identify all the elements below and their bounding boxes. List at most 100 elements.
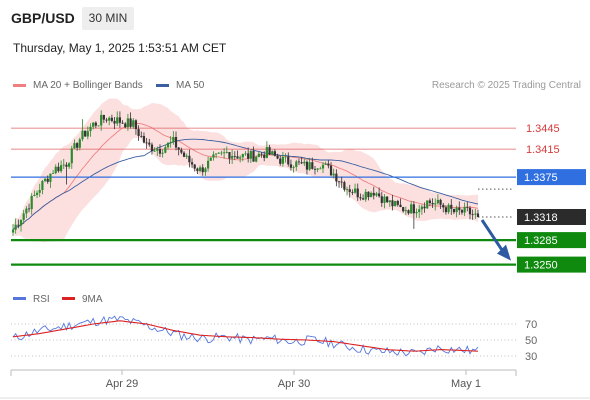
candle-body xyxy=(188,155,191,163)
bollinger-band-area xyxy=(13,98,478,243)
candle-body xyxy=(94,122,97,126)
candle-body xyxy=(73,143,76,149)
price-levels: 1.3445 1.3415 1.3375 1.3318 1.3285 1.3250 xyxy=(11,123,586,273)
candle-body xyxy=(180,149,183,153)
candle-body xyxy=(388,200,391,203)
candle-body xyxy=(442,204,445,208)
candle-body xyxy=(239,157,242,159)
symbol-title: GBP/USD xyxy=(11,10,75,26)
legend-ma20-label: MA 20 + Bollinger Bands xyxy=(33,80,143,91)
candle-body xyxy=(292,166,295,168)
candle-body xyxy=(434,203,437,205)
candle-body xyxy=(289,164,293,168)
bollinger-bands xyxy=(13,98,478,243)
candle-body xyxy=(102,114,105,120)
candle-body xyxy=(201,167,204,173)
candle-body xyxy=(57,166,60,172)
rsi-tick-50: 50 xyxy=(525,335,537,347)
candle-body xyxy=(367,191,370,198)
candle-body xyxy=(43,178,47,181)
candle-body xyxy=(150,144,154,152)
candle-body xyxy=(158,148,162,154)
candle-body xyxy=(196,168,199,171)
candle-body xyxy=(428,200,431,203)
candle-body xyxy=(321,164,325,169)
candle-body xyxy=(19,219,23,226)
timeframe-badge[interactable]: 30 MIN xyxy=(82,7,134,30)
candle-body xyxy=(164,147,167,153)
candle-body xyxy=(423,206,426,209)
candle-body xyxy=(27,208,31,210)
candle-body xyxy=(231,155,234,159)
candle-body xyxy=(340,181,343,183)
candle-body xyxy=(378,193,381,197)
candle-body xyxy=(420,206,423,210)
candle-body xyxy=(38,190,41,193)
candle-body xyxy=(444,207,448,213)
candle-body xyxy=(412,204,415,214)
candle-body xyxy=(273,151,276,156)
candle-body xyxy=(375,193,378,196)
candle-body xyxy=(466,206,469,208)
candle-body xyxy=(30,195,33,210)
candle-body xyxy=(65,164,68,167)
candle-body xyxy=(35,192,39,195)
candle-body xyxy=(33,194,36,196)
candle-body xyxy=(447,204,450,213)
candle-body xyxy=(324,163,327,165)
candle-body xyxy=(84,130,87,137)
candle-body xyxy=(418,209,421,213)
candle-body xyxy=(121,122,124,124)
candle-body xyxy=(399,204,402,208)
candle-body xyxy=(51,173,55,174)
candle-body xyxy=(471,214,474,216)
candle-body xyxy=(383,196,386,203)
candle-body xyxy=(364,191,367,200)
candle-body xyxy=(116,117,119,124)
candle-body xyxy=(468,207,472,215)
candle-body xyxy=(41,180,44,191)
research-credit: Research © 2025 Trading Central xyxy=(431,80,581,91)
candle-body xyxy=(268,147,271,155)
legend-ma50-label: MA 50 xyxy=(176,80,205,91)
candle-body xyxy=(359,197,362,199)
candle-body xyxy=(319,168,322,170)
legend-ma20-swatch xyxy=(13,84,26,87)
candle-body xyxy=(391,200,394,207)
candle-body xyxy=(62,164,65,166)
ma20-line xyxy=(12,123,479,231)
candle-body xyxy=(172,137,175,142)
candle-body xyxy=(212,154,215,158)
candle-body xyxy=(129,118,132,127)
candle-body xyxy=(455,207,458,213)
candle-body xyxy=(281,157,285,164)
candle-body xyxy=(313,168,317,170)
candle-body xyxy=(137,129,140,136)
candle-body xyxy=(193,164,196,169)
candle-body xyxy=(311,162,314,169)
candle-body xyxy=(244,153,247,155)
candle-body xyxy=(190,162,194,165)
candle-body xyxy=(279,158,282,164)
candle-body xyxy=(220,152,223,154)
candle-body xyxy=(174,137,178,148)
candle-body xyxy=(223,152,226,154)
candle-body xyxy=(182,152,186,157)
candle-body xyxy=(476,213,480,217)
candle-body xyxy=(105,119,108,121)
candle-body xyxy=(335,173,338,182)
candle-body xyxy=(153,150,156,152)
candle-body xyxy=(166,142,170,148)
candle-body xyxy=(271,151,274,155)
candle-body xyxy=(76,143,79,148)
level-label-pivot-2: 1.3375 xyxy=(524,172,558,184)
candle-body xyxy=(287,156,290,165)
candle-body xyxy=(206,160,210,169)
candle-body xyxy=(332,173,335,176)
candle-body xyxy=(329,165,333,176)
candle-body xyxy=(60,165,63,172)
time-tick-label-0: Apr 29 xyxy=(106,378,138,390)
candle-body xyxy=(54,166,57,174)
candle-body xyxy=(394,200,397,207)
candle-body xyxy=(380,196,383,203)
